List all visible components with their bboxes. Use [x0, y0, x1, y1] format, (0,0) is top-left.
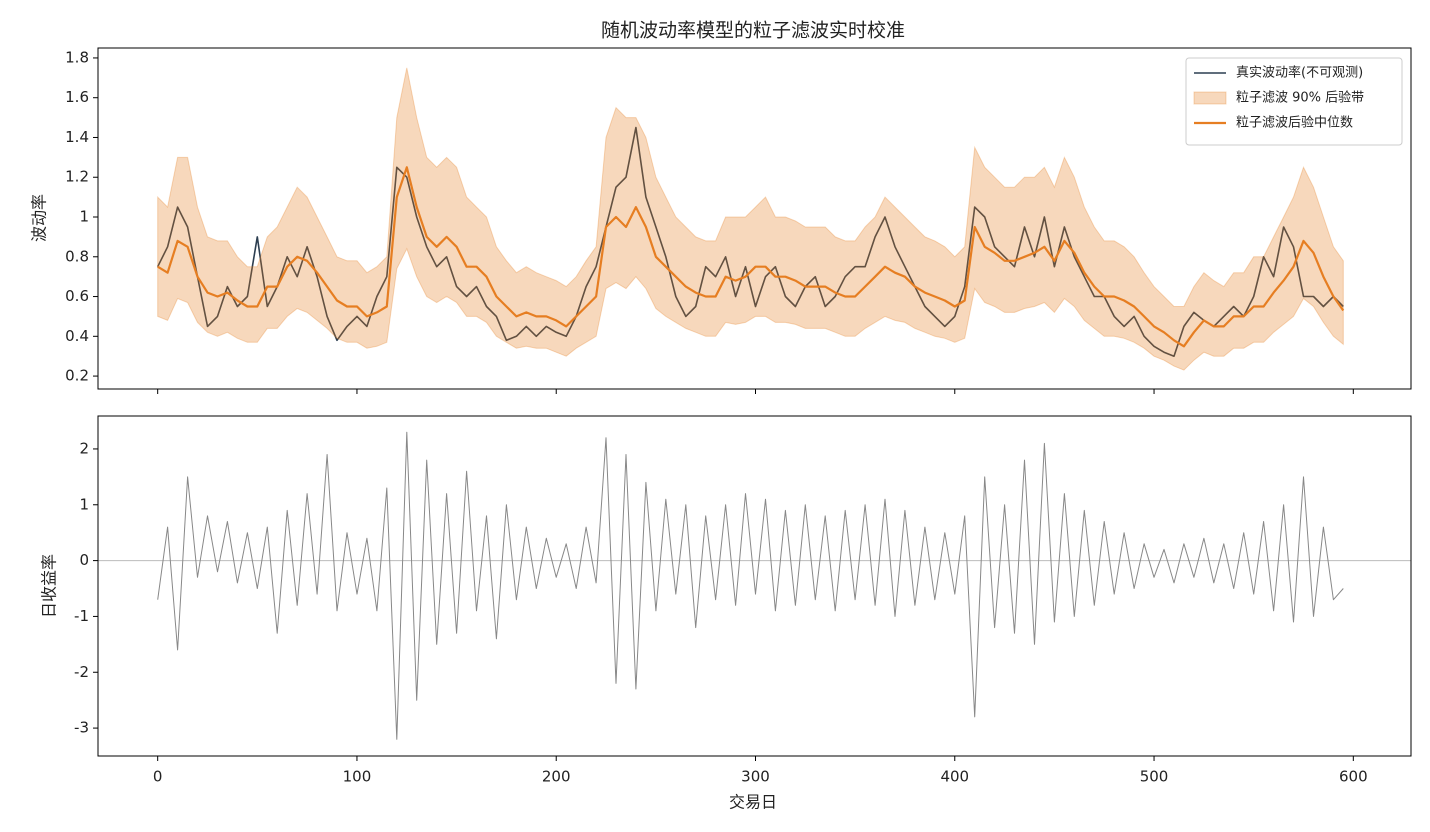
y-tick-label: 1.6 [65, 88, 89, 106]
y-tick-label: 2 [79, 439, 89, 457]
legend-label: 粒子滤波后验中位数 [1236, 115, 1353, 131]
x-tick-label: 100 [343, 768, 372, 786]
axes-frame [97, 415, 1412, 757]
chart-title: 随机波动率模型的粒子滤波实时校准 [601, 20, 905, 42]
y-tick-label: 1.8 [65, 48, 89, 66]
y-tick-label: 0.4 [65, 327, 89, 345]
y-tick-label: 0 [79, 551, 89, 569]
x-tick-label: 400 [940, 768, 969, 786]
x-tick-label: 600 [1339, 768, 1368, 786]
y-tick-label: 0.6 [65, 287, 89, 305]
legend-swatch [1193, 91, 1227, 105]
series-line [157, 166, 1345, 348]
credible-band [157, 67, 1344, 371]
legend-box [1185, 57, 1403, 146]
x-axis-label: 交易日 [729, 793, 777, 812]
plot-area [156, 67, 1345, 371]
x-tick-label: 200 [542, 768, 571, 786]
y-tick-label: 1 [79, 495, 89, 513]
x-tick-label: 300 [741, 768, 770, 786]
legend-label: 粒子滤波 90% 后验带 [1236, 90, 1364, 106]
y-tick-label: -2 [74, 663, 89, 681]
axes-frame [97, 47, 1412, 390]
series-line [156, 126, 1344, 357]
y-tick-label: 0.8 [65, 247, 89, 265]
y-tick-label: 1.4 [65, 128, 89, 146]
y-tick-label: -3 [74, 719, 89, 737]
y-tick-label: -1 [74, 607, 89, 625]
y-tick-label: 0.2 [65, 367, 89, 385]
y-tick-label: 1.2 [65, 168, 89, 186]
series-line [157, 431, 1344, 740]
plot-area [98, 431, 1411, 740]
y-axis-label: 波动率 [30, 194, 49, 242]
x-tick-label: 500 [1140, 768, 1169, 786]
y-axis-label: 日收益率 [40, 554, 59, 618]
legend-label: 真实波动率(不可观测) [1236, 65, 1363, 81]
x-tick-label: 0 [153, 768, 163, 786]
y-tick-label: 1 [79, 208, 89, 226]
